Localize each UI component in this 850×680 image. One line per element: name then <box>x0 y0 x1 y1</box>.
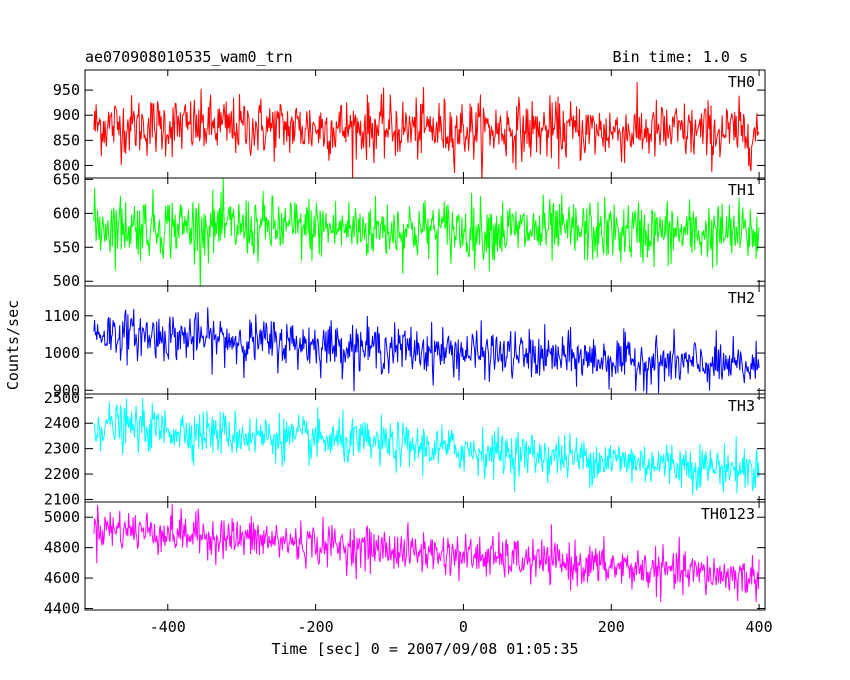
y-tick-label: 2200 <box>44 465 80 483</box>
y-tick-label: 4600 <box>44 569 80 587</box>
y-tick-label: 650 <box>53 170 80 188</box>
x-tick-label: 0 <box>459 618 468 636</box>
x-tick-label: 400 <box>746 618 773 636</box>
series-th0 <box>93 82 760 178</box>
y-tick-label: 550 <box>53 238 80 256</box>
y-tick-label: 5000 <box>44 508 80 526</box>
y-tick-label: 4800 <box>44 539 80 557</box>
x-tick-label: 200 <box>598 618 625 636</box>
x-axis-label: Time [sec] 0 = 2007/09/08 01:05:35 <box>271 640 578 658</box>
panel-label-th2: TH2 <box>728 289 755 307</box>
panels-group: 800 850 900 950 TH0 500 550 600 650 TH1 900 1000 110… <box>44 69 773 636</box>
panel-label-th0: TH0 <box>728 73 755 91</box>
y-tick-label: 900 <box>53 381 80 399</box>
y-tick-label: 800 <box>53 156 80 174</box>
y-tick-label: 2400 <box>44 414 80 432</box>
y-tick-label: 4400 <box>44 599 80 617</box>
y-axis-label: Counts/sec <box>4 300 22 390</box>
y-tick-label: 2100 <box>44 490 80 508</box>
y-tick-label: 500 <box>53 272 80 290</box>
y-tick-label: 2500 <box>44 389 80 407</box>
y-tick-label: 950 <box>53 81 80 99</box>
series-th0123 <box>93 503 760 603</box>
y-tick-label: 600 <box>53 204 80 222</box>
panel-label-th0123: TH0123 <box>701 505 755 523</box>
y-tick-label: 2300 <box>44 440 80 458</box>
series-th2 <box>93 307 760 394</box>
series-th3 <box>93 397 760 495</box>
y-tick-label: 900 <box>53 106 80 124</box>
y-tick-label: 1000 <box>44 344 80 362</box>
x-tick-label: -400 <box>150 618 186 636</box>
panel-label-th1: TH1 <box>728 181 755 199</box>
x-tick-label: -200 <box>298 618 334 636</box>
y-tick-label: 850 <box>53 131 80 149</box>
panel-frame-th0123 <box>84 501 766 611</box>
panel-label-th3: TH3 <box>728 397 755 415</box>
bin-time-label: Bin time: 1.0 s <box>613 48 748 66</box>
y-tick-label: 1100 <box>44 307 80 325</box>
chart-title: ae070908010535_wam0_trn <box>85 48 293 66</box>
series-th1 <box>93 178 760 286</box>
